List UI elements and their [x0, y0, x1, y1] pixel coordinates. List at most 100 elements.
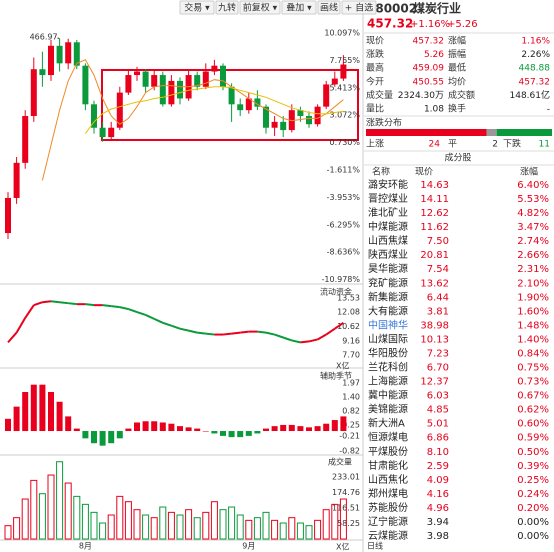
- flow-segment: [50, 300, 60, 304]
- volume-bar: [331, 503, 339, 540]
- y-tick-label: 7.755%: [329, 56, 360, 65]
- stock-name[interactable]: 新集能源: [368, 290, 408, 303]
- stock-name[interactable]: 中国神华: [368, 318, 408, 331]
- flow-segment: [111, 305, 120, 309]
- candle-body: [323, 84, 330, 107]
- stock-price: 8.10: [427, 447, 449, 458]
- stock-name[interactable]: 上海能源: [368, 375, 408, 388]
- stat-value: 459.09: [413, 64, 445, 74]
- panel-unit: X亿: [336, 542, 349, 552]
- max-pointer: [57, 37, 60, 40]
- stock-price: 4.96: [427, 503, 449, 514]
- stock-name[interactable]: 甘肃能化: [368, 459, 408, 472]
- stock-name[interactable]: 晋控煤业: [368, 192, 408, 205]
- toolbar-label[interactable]: 交易 ▾: [184, 2, 210, 14]
- toolbar-button[interactable]: [341, 0, 377, 15]
- stock-name[interactable]: 潞安环能: [368, 178, 408, 191]
- stock-change: 5.53%: [517, 194, 549, 205]
- distribution-label: 上涨: [366, 139, 384, 150]
- flow-segment: [282, 336, 293, 342]
- flow-segment: [85, 303, 95, 307]
- volume-bar: [13, 517, 21, 540]
- candle-body: [288, 110, 295, 131]
- toolbar-label[interactable]: 九转: [218, 2, 236, 14]
- stock-change: 2.31%: [517, 264, 549, 275]
- stock-name[interactable]: 华阳股份: [368, 346, 408, 359]
- stat-label: 成交量: [366, 89, 393, 101]
- flow-segment: [334, 321, 344, 330]
- stock-name[interactable]: 美锦能源: [368, 403, 408, 416]
- stock-name[interactable]: 冀中能源: [368, 389, 408, 402]
- stock-price: 12.37: [420, 377, 449, 388]
- candle-body: [48, 45, 54, 76]
- stock-name[interactable]: 兰花科创: [368, 361, 408, 374]
- flow-segment: [300, 340, 310, 344]
- candle-body: [82, 65, 89, 105]
- candle-body: [91, 104, 97, 128]
- toolbar-button[interactable]: [215, 0, 239, 15]
- season-bar: [306, 427, 312, 432]
- column-header: 名称: [372, 166, 390, 178]
- toolbar-label[interactable]: 前复权 ▾: [243, 2, 278, 14]
- stock-change: 0.67%: [517, 391, 549, 402]
- season-bar: [116, 431, 123, 439]
- stock-change: 0.59%: [517, 433, 549, 444]
- flow-segment: [240, 330, 249, 334]
- stock-name[interactable]: 陕西煤业: [368, 248, 408, 261]
- candle-body: [99, 127, 106, 138]
- season-bar: [99, 431, 106, 446]
- season-bar: [168, 423, 175, 432]
- stock-price: 7.50: [427, 236, 449, 247]
- toolbar-button[interactable]: [239, 0, 281, 15]
- candle-body: [142, 71, 149, 87]
- stock-name[interactable]: 郑州煤电: [368, 487, 408, 500]
- candle-body: [125, 75, 132, 93]
- stock-change: 1.90%: [517, 292, 549, 303]
- stock-name[interactable]: 兖矿能源: [368, 276, 408, 289]
- stock-name[interactable]: 新大洲A: [368, 417, 405, 430]
- volume-bar: [288, 517, 296, 540]
- max-label: 466.97: [30, 32, 58, 41]
- stock-name[interactable]: 平煤股份: [368, 445, 408, 458]
- flow-segment: [257, 330, 267, 334]
- toolbar-label[interactable]: 画线: [320, 2, 338, 14]
- season-bar: [22, 392, 29, 432]
- stock-change: 4.82%: [517, 208, 549, 219]
- stock-name[interactable]: 淮北矿业: [368, 206, 408, 219]
- stock-name[interactable]: 云煤能源: [368, 529, 408, 542]
- toolbar-label[interactable]: + 自选: [345, 2, 373, 14]
- stock-name[interactable]: 山西焦化: [368, 473, 408, 486]
- candle-body: [314, 106, 321, 125]
- stock-change: 0.50%: [517, 447, 549, 458]
- stock-price: 7.23: [427, 348, 449, 359]
- candle-body: [108, 127, 115, 138]
- flow-segment: [68, 302, 77, 306]
- stock-name[interactable]: 山西焦煤: [368, 234, 408, 247]
- flow-segment: [197, 331, 206, 335]
- stock-name[interactable]: 辽宁能源: [368, 515, 408, 528]
- volume-bar: [99, 522, 107, 540]
- candle-body: [39, 69, 46, 76]
- toolbar-label[interactable]: 叠加 ▾: [286, 3, 312, 14]
- stock-change: 1.60%: [517, 306, 549, 317]
- candle-body: [228, 86, 235, 105]
- stock-name[interactable]: 大有能源: [368, 304, 408, 317]
- stat-value: 457.32: [413, 37, 445, 47]
- stock-name[interactable]: 山煤国际: [368, 332, 408, 345]
- distribution-up: [366, 129, 487, 136]
- toolbar-button[interactable]: [281, 0, 317, 15]
- y-tick-label: -8.636%: [327, 248, 361, 257]
- stock-name[interactable]: 中煤能源: [368, 220, 408, 233]
- y-tick-label: -6.295%: [327, 220, 361, 229]
- stock-name[interactable]: 恒源煤电: [368, 431, 408, 444]
- stock-price: 10.13: [420, 334, 449, 345]
- distribution-value: 2: [492, 140, 498, 150]
- stock-name[interactable]: 苏能股份: [368, 501, 408, 514]
- stock-name[interactable]: 昊华能源: [368, 262, 408, 275]
- toolbar-button[interactable]: [317, 0, 341, 15]
- distribution-label: 平: [448, 139, 457, 150]
- y-tick-label: 0.730%: [329, 138, 360, 147]
- distribution-flat: [486, 129, 497, 136]
- toolbar-button[interactable]: [179, 0, 215, 15]
